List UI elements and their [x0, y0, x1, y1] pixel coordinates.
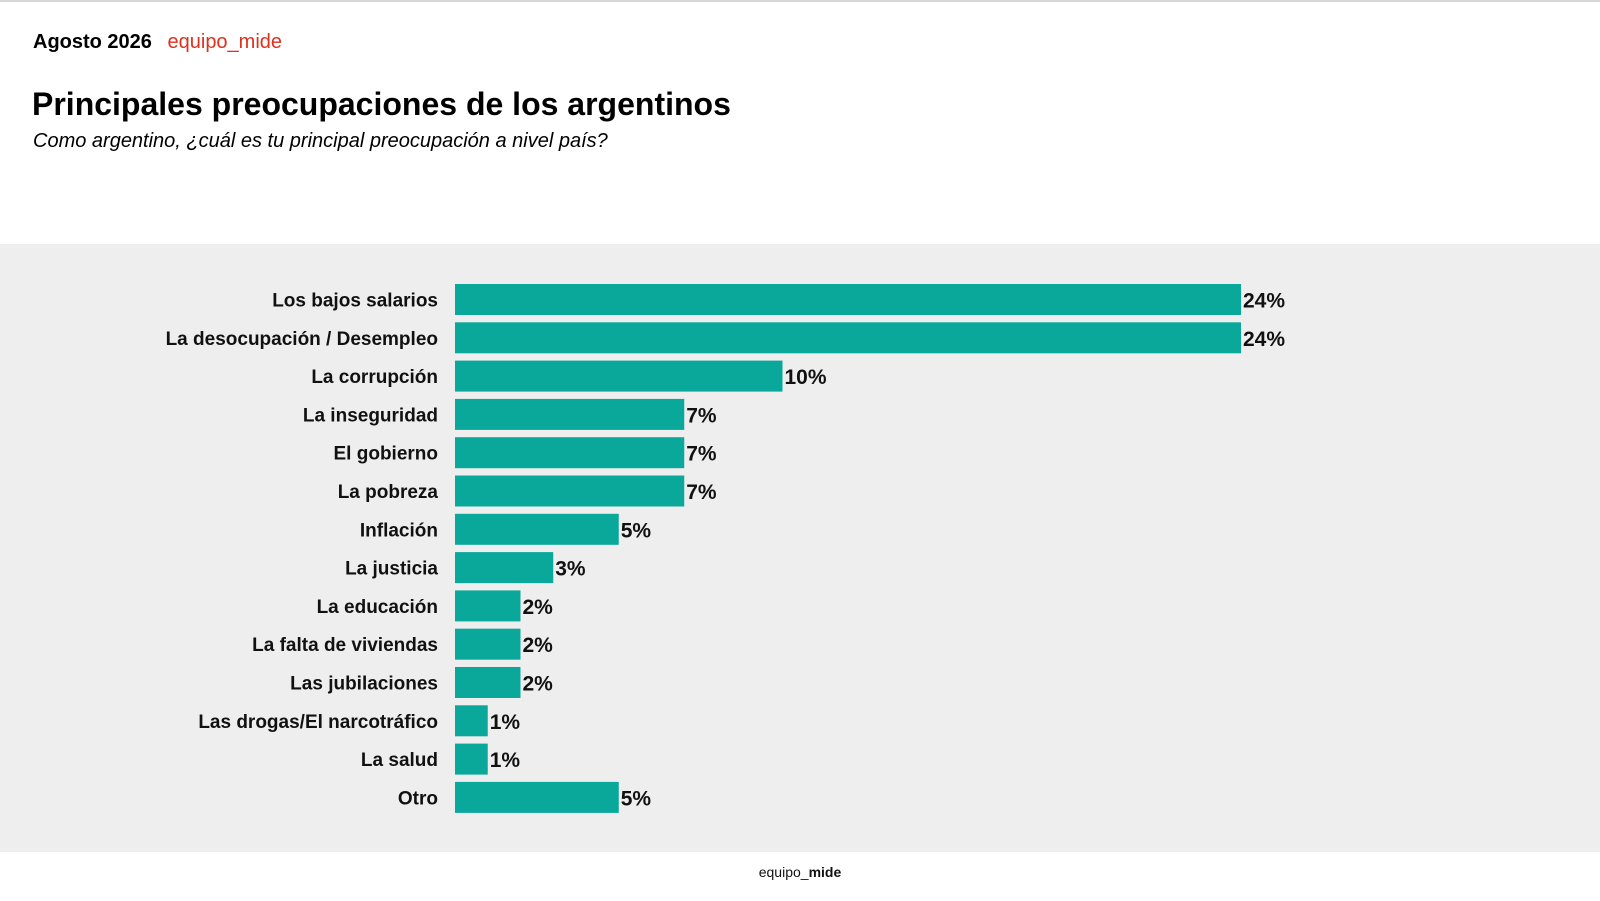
value-label: 2%: [523, 596, 554, 619]
category-label: La justicia: [345, 559, 438, 580]
category-label: La inseguridad: [303, 405, 438, 426]
category-label: La corrupción: [311, 367, 438, 388]
bar: [455, 590, 521, 622]
bar: [455, 475, 685, 507]
bar: [455, 322, 1241, 354]
header-date: Agosto 2026: [33, 31, 152, 53]
category-label: Las drogas/El narcotráfico: [198, 712, 438, 733]
category-label: Inflación: [360, 520, 438, 541]
category-label: La falta de viviendas: [252, 635, 438, 656]
bar: [455, 705, 488, 737]
category-label: La salud: [361, 750, 438, 771]
category-label: Otro: [398, 788, 438, 809]
bar: [455, 284, 1241, 315]
value-label: 1%: [490, 711, 521, 734]
category-label: El gobierno: [334, 444, 439, 465]
value-label: 24%: [1243, 328, 1285, 351]
value-label: 7%: [686, 443, 717, 466]
bar: [455, 552, 554, 584]
value-label: 7%: [686, 481, 717, 504]
bar: [455, 628, 521, 660]
value-label: 1%: [490, 749, 521, 772]
value-label: 24%: [1243, 290, 1285, 313]
value-label: 2%: [523, 634, 554, 657]
category-label: Las jubilaciones: [290, 674, 438, 695]
header: Agosto 2026 equipo_mide: [33, 31, 282, 54]
header-brand: equipo_mide: [167, 31, 283, 53]
bar: [455, 743, 488, 775]
value-label: 3%: [555, 558, 586, 581]
footer-brand-prefix: equipo_: [758, 864, 809, 880]
value-label: 7%: [686, 404, 717, 427]
bar: [455, 781, 619, 813]
chart-subtitle: Como argentino, ¿cuál es tu principal pr…: [33, 130, 608, 152]
bar: [455, 360, 783, 392]
chart-panel: Los bajos salarios 24% La desocupación / D…: [0, 244, 1600, 852]
bar: [455, 398, 685, 430]
bar-chart: Los bajos salarios 24% La desocupación / D…: [166, 284, 1285, 813]
value-label: 10%: [785, 366, 827, 389]
category-label: Los bajos salarios: [272, 291, 438, 312]
bar: [455, 667, 521, 698]
top-rule: [0, 0, 1600, 2]
value-label: 2%: [523, 673, 554, 696]
footer-brand: equipo_mide: [0, 864, 1600, 880]
bar: [455, 437, 685, 469]
category-label: La educación: [317, 597, 438, 618]
chart-title: Principales preocupaciones de los argent…: [32, 86, 731, 122]
footer-brand-suffix: mide: [808, 864, 842, 880]
category-label: La desocupación / Desempleo: [166, 329, 438, 350]
category-label: La pobreza: [338, 482, 439, 503]
value-label: 5%: [621, 519, 652, 542]
bar: [455, 513, 619, 545]
value-label: 5%: [621, 787, 652, 810]
